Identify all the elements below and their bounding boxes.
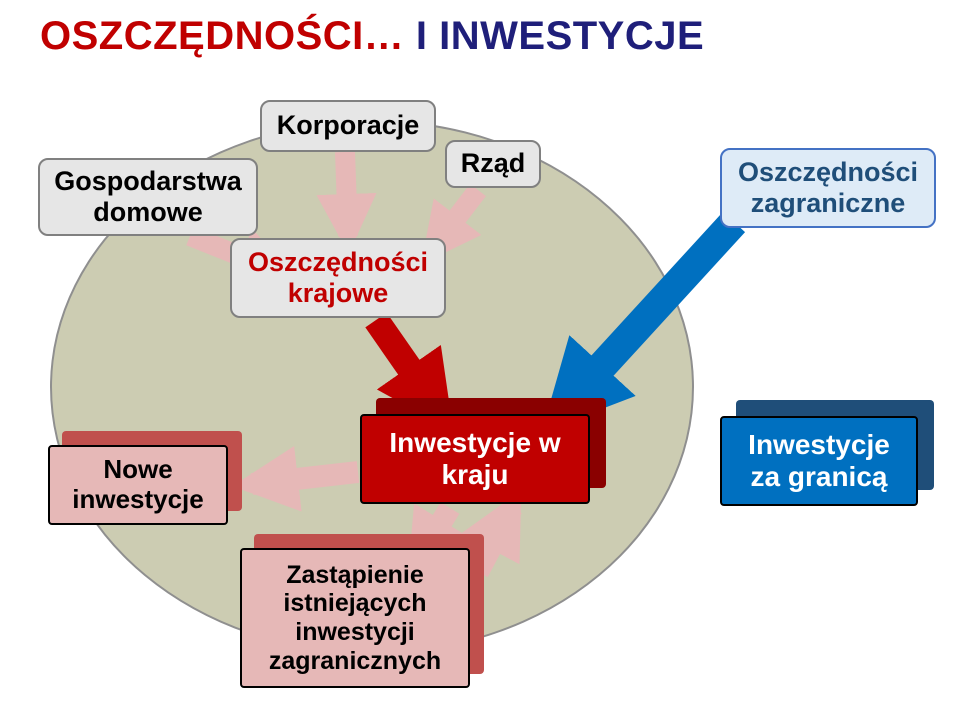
slide-title: OSZCZĘDNOŚCI… I INWESTYCJE (40, 14, 704, 59)
node-korp: Korporacje (260, 100, 436, 152)
node-osz_kraj: Oszczędności krajowe (230, 238, 446, 318)
node-osz_zagr: Oszczędności zagraniczne (720, 148, 936, 228)
node-zast: Zastąpienie istniejących inwestycji zagr… (240, 548, 470, 688)
title-part-investments: I INWESTYCJE (404, 14, 704, 58)
node-inw_kraj: Inwestycje w kraju (360, 414, 590, 504)
title-part-savings: OSZCZĘDNOŚCI… (40, 14, 404, 58)
diagram-canvas: OSZCZĘDNOŚCI… I INWESTYCJE Gospodarstwa … (0, 0, 960, 720)
node-inw_zagr: Inwestycje za granicą (720, 416, 918, 506)
node-rzad: Rząd (445, 140, 541, 188)
node-gosp: Gospodarstwa domowe (38, 158, 258, 236)
node-nowe: Nowe inwestycje (48, 445, 228, 525)
